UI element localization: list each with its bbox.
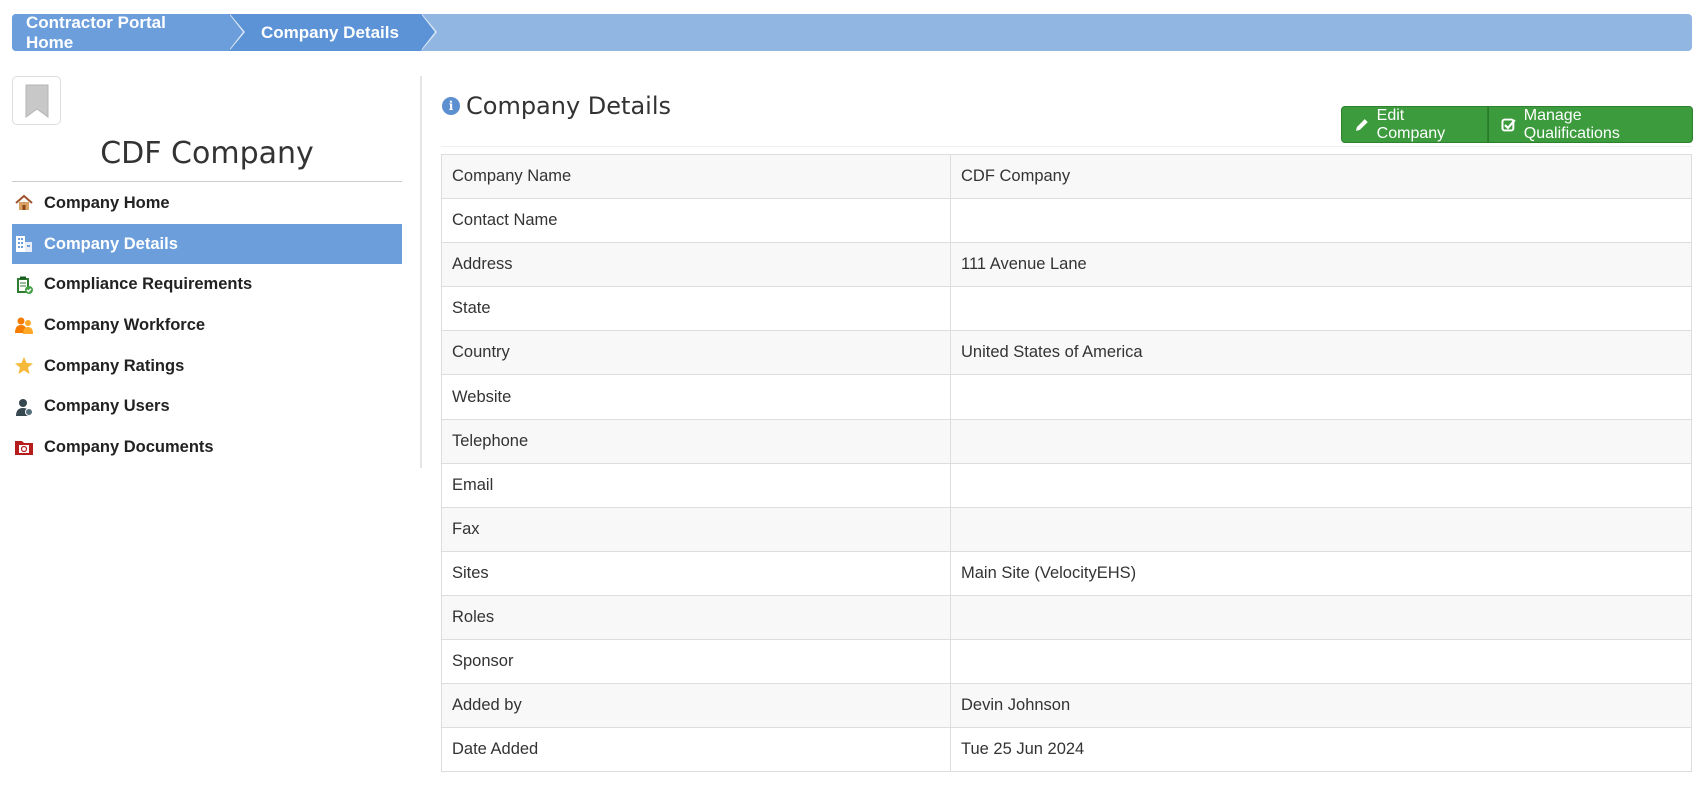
row-value: 111 Avenue Lane (950, 242, 1692, 288)
row-value: Devin Johnson (950, 683, 1692, 729)
row-label: Date Added (441, 727, 951, 773)
sidebar-separator (420, 76, 422, 468)
sidebar-divider (12, 181, 402, 182)
table-row: Telephone (441, 418, 1692, 464)
sidebar-item-compliance-requirements[interactable]: Compliance Requirements (12, 264, 402, 305)
row-label: Added by (441, 683, 951, 729)
sidebar-item-label: Company Details (44, 234, 178, 253)
row-value: CDF Company (950, 153, 1692, 200)
table-row: Country United States of America (441, 330, 1692, 376)
row-value: United States of America (950, 330, 1692, 376)
row-label: Sponsor (441, 639, 951, 685)
row-value (950, 506, 1692, 552)
page-title-text: Company Details (466, 92, 672, 120)
house-icon (14, 193, 34, 213)
breadcrumb-arrow (229, 14, 243, 50)
company-details-table: Company Name CDF Company Contact Name Add… (441, 153, 1692, 773)
row-value (950, 286, 1692, 332)
table-row: Email (441, 462, 1692, 508)
table-row: Added by Devin Johnson (441, 683, 1692, 729)
action-buttons: Edit Company Manage Qualifications (1341, 106, 1693, 143)
table-row: Date Added Tue 25 Jun 2024 (441, 727, 1692, 773)
row-label: Country (441, 330, 951, 376)
bookmark-placeholder-icon (25, 84, 48, 118)
row-label: Contact Name (441, 198, 951, 244)
sidebar-item-company-details[interactable]: Company Details (12, 223, 402, 265)
row-value: Tue 25 Jun 2024 (950, 727, 1692, 773)
breadcrumb: Contractor Portal Home Company Details (12, 14, 1692, 51)
breadcrumb-company-details[interactable]: Company Details (229, 14, 437, 51)
sidebar-item-company-users[interactable]: Company Users (12, 386, 402, 427)
table-row: State (441, 286, 1692, 332)
edit-company-button[interactable]: Edit Company (1341, 106, 1488, 143)
building-icon (14, 234, 34, 254)
sidebar-item-label: Company Users (44, 397, 170, 416)
sidebar-item-company-home[interactable]: Company Home (12, 183, 402, 224)
manage-qualifications-label: Manage Qualifications (1523, 106, 1620, 142)
breadcrumb-arrow (421, 14, 435, 50)
row-value (950, 374, 1692, 420)
sidebar-item-label: Company Home (44, 193, 170, 212)
page-title: i Company Details (442, 92, 671, 120)
row-value (950, 639, 1692, 685)
table-row: Contact Name (441, 198, 1692, 244)
row-value (950, 198, 1692, 244)
table-row: Sites Main Site (VelocityEHS) (441, 550, 1692, 596)
row-label: State (441, 286, 951, 332)
sidebar-item-company-ratings[interactable]: Company Ratings (12, 346, 402, 387)
edit-company-label: Edit Company (1376, 106, 1446, 142)
row-label: Company Name (441, 153, 951, 200)
user-admin-icon (14, 397, 34, 417)
breadcrumb-label: Contractor Portal Home (26, 14, 166, 51)
sidebar-item-label: Compliance Requirements (44, 275, 253, 294)
table-row: Roles (441, 594, 1692, 641)
company-name: CDF Company (100, 136, 314, 171)
row-label: Telephone (441, 418, 951, 464)
table-row: Fax (441, 506, 1692, 552)
row-value (950, 418, 1692, 464)
sidebar-item-label: Company Documents (44, 437, 214, 456)
clipboard-check-icon (14, 275, 34, 295)
row-label: Roles (441, 594, 951, 641)
folder-documents-icon (14, 437, 34, 457)
row-label: Address (441, 242, 951, 288)
manage-qualifications-button[interactable]: Manage Qualifications (1488, 106, 1693, 143)
workers-icon (14, 315, 34, 335)
sidebar-item-label: Company Ratings (44, 356, 185, 375)
sidebar-item-company-documents[interactable]: Company Documents (12, 427, 402, 468)
breadcrumb-label: Company Details (261, 22, 399, 42)
info-icon: i (442, 97, 460, 115)
sidebar-nav: Company Home Company Details Compliance … (12, 183, 402, 468)
title-divider (441, 146, 1692, 147)
table-row: Sponsor (441, 639, 1692, 685)
breadcrumb-contractor-portal-home[interactable]: Contractor Portal Home (12, 14, 245, 51)
table-row: Website (441, 374, 1692, 420)
table-row: Address 111 Avenue Lane (441, 242, 1692, 288)
pencil-icon (1355, 118, 1368, 131)
star-icon (14, 356, 34, 376)
sidebar-item-company-workforce[interactable]: Company Workforce (12, 305, 402, 346)
company-logo[interactable] (12, 76, 61, 125)
row-value: Main Site (VelocityEHS) (950, 550, 1692, 596)
row-label: Sites (441, 550, 951, 596)
row-value (950, 594, 1692, 641)
row-label: Website (441, 374, 951, 420)
row-label: Email (441, 462, 951, 508)
table-row: Company Name CDF Company (441, 153, 1692, 200)
row-value (950, 462, 1692, 508)
checkbox-icon (1501, 118, 1516, 131)
row-label: Fax (441, 506, 951, 552)
sidebar-item-label: Company Workforce (44, 315, 206, 334)
